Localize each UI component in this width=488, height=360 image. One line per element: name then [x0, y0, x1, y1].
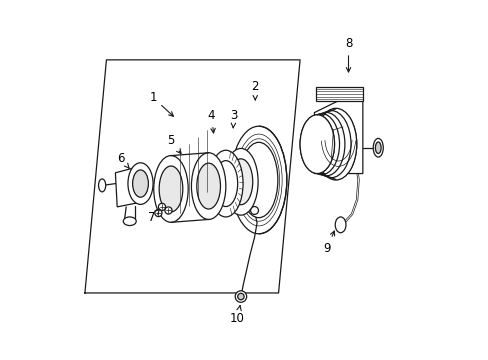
- Ellipse shape: [196, 163, 220, 209]
- Ellipse shape: [239, 142, 277, 218]
- Text: 3: 3: [229, 109, 237, 128]
- Ellipse shape: [228, 159, 252, 205]
- Text: 4: 4: [207, 109, 215, 133]
- Ellipse shape: [208, 150, 243, 217]
- Text: 7: 7: [147, 209, 160, 224]
- Ellipse shape: [123, 217, 136, 226]
- Text: 6: 6: [117, 152, 129, 168]
- Ellipse shape: [128, 163, 153, 204]
- Ellipse shape: [335, 217, 346, 233]
- Ellipse shape: [300, 115, 334, 174]
- Ellipse shape: [214, 161, 237, 207]
- Ellipse shape: [99, 179, 105, 192]
- Ellipse shape: [372, 138, 383, 157]
- Circle shape: [155, 210, 162, 217]
- Polygon shape: [115, 166, 144, 207]
- Polygon shape: [314, 101, 362, 174]
- Text: 1: 1: [149, 91, 173, 116]
- Text: 2: 2: [251, 80, 259, 100]
- Circle shape: [164, 207, 172, 214]
- Ellipse shape: [375, 142, 380, 153]
- Text: 10: 10: [229, 306, 244, 325]
- Circle shape: [237, 293, 244, 300]
- Circle shape: [250, 207, 258, 215]
- Text: 8: 8: [344, 37, 351, 72]
- Ellipse shape: [159, 166, 183, 212]
- Ellipse shape: [230, 126, 286, 234]
- Text: 9: 9: [323, 231, 334, 255]
- Circle shape: [158, 203, 165, 211]
- Text: 5: 5: [167, 134, 181, 153]
- Ellipse shape: [132, 170, 148, 197]
- Polygon shape: [316, 87, 362, 101]
- Ellipse shape: [223, 148, 258, 215]
- Ellipse shape: [191, 153, 225, 220]
- Ellipse shape: [314, 108, 356, 180]
- Ellipse shape: [314, 109, 356, 180]
- Circle shape: [235, 291, 246, 302]
- Ellipse shape: [153, 156, 188, 222]
